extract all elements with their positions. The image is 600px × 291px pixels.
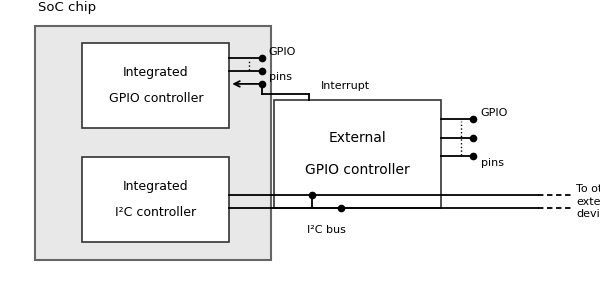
Text: pins: pins bbox=[269, 72, 292, 82]
Text: To other
external
devices: To other external devices bbox=[577, 184, 600, 219]
Text: GPIO controller: GPIO controller bbox=[109, 92, 203, 105]
Bar bbox=[35, 26, 271, 260]
Text: SoC chip: SoC chip bbox=[38, 1, 97, 14]
Text: I²C bus: I²C bus bbox=[307, 225, 346, 235]
Text: pins: pins bbox=[481, 158, 503, 168]
Bar bbox=[82, 43, 229, 128]
Text: Integrated: Integrated bbox=[123, 180, 189, 193]
Text: Interrupt: Interrupt bbox=[320, 81, 370, 91]
Bar bbox=[82, 157, 229, 242]
Text: GPIO: GPIO bbox=[481, 108, 508, 118]
Text: GPIO: GPIO bbox=[269, 47, 296, 57]
Text: External: External bbox=[328, 131, 386, 146]
Text: Integrated: Integrated bbox=[123, 66, 189, 79]
Text: GPIO controller: GPIO controller bbox=[305, 163, 409, 177]
Text: I²C controller: I²C controller bbox=[115, 206, 197, 219]
Bar bbox=[274, 100, 441, 208]
